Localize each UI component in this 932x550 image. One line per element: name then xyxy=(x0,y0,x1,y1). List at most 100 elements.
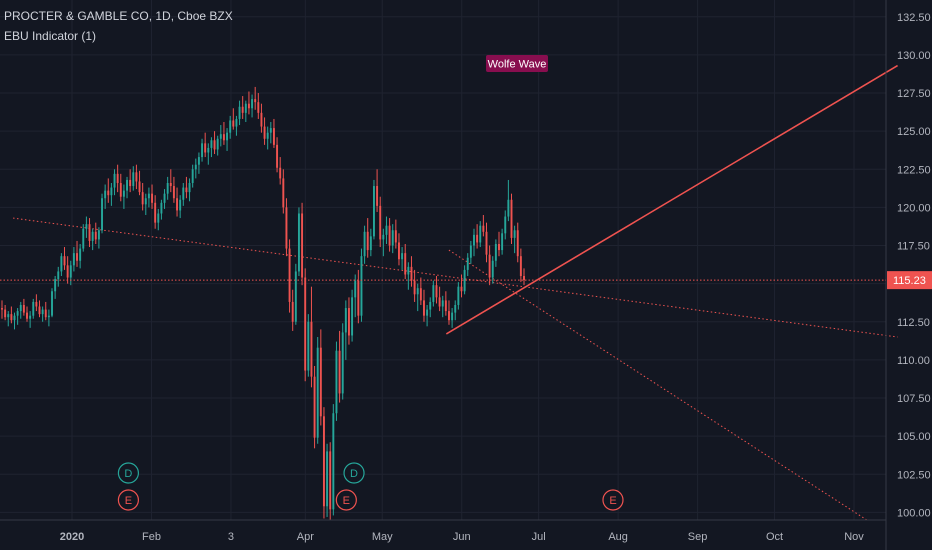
price-tick-label: 125.00 xyxy=(897,126,931,138)
candle xyxy=(347,297,350,345)
time-tick-label: May xyxy=(372,531,393,543)
price-tick-label: 120.00 xyxy=(897,202,931,214)
candle xyxy=(498,231,500,257)
candle xyxy=(482,215,485,237)
candle-body xyxy=(444,300,447,312)
candle-body xyxy=(426,309,429,316)
candle-body xyxy=(482,225,485,232)
candle-body xyxy=(366,231,369,251)
candle xyxy=(466,253,469,277)
last-price-label: 115.23 xyxy=(893,275,926,287)
candle xyxy=(429,297,432,318)
candle xyxy=(79,243,82,269)
candle xyxy=(419,277,422,305)
time-axis[interactable]: 2020 Feb 3 Apr May Jun Jul Aug Sep Oct Nov xyxy=(60,531,865,543)
candle xyxy=(204,132,207,158)
candle-body xyxy=(66,265,69,278)
event-marker-d[interactable]: D xyxy=(343,462,365,484)
candle xyxy=(122,184,125,209)
candle-body xyxy=(463,269,466,292)
candlestick-series xyxy=(1,86,525,520)
candle xyxy=(69,260,72,286)
event-marker-e[interactable]: E xyxy=(335,489,357,511)
candle xyxy=(413,269,416,302)
candle-body xyxy=(272,128,275,145)
candle-body xyxy=(104,190,107,199)
time-tick-label: Apr xyxy=(297,531,314,543)
candle-body xyxy=(322,416,325,507)
candle-body xyxy=(357,280,360,316)
candle xyxy=(241,96,244,119)
candle-body xyxy=(210,140,213,148)
candle xyxy=(376,169,379,212)
candle xyxy=(32,298,35,319)
candle-body xyxy=(7,314,10,318)
candle-body xyxy=(466,257,469,270)
candle xyxy=(423,289,425,322)
candle xyxy=(72,247,75,272)
candle xyxy=(319,329,322,426)
candle-body xyxy=(88,224,91,241)
candle xyxy=(322,407,325,519)
candle-body xyxy=(235,118,238,127)
candle-body xyxy=(82,228,85,249)
candle-body xyxy=(172,186,175,199)
candle-body xyxy=(216,138,219,150)
candle xyxy=(35,294,38,312)
candle xyxy=(41,306,44,322)
candle-body xyxy=(507,199,510,217)
event-marker-d[interactable]: D xyxy=(117,462,140,484)
event-marker-e[interactable]: E xyxy=(117,489,140,511)
indicator-legend[interactable]: EBU Indicator (1) xyxy=(4,29,97,43)
candle-body xyxy=(485,231,488,255)
candle xyxy=(369,228,372,257)
candle-body xyxy=(329,451,332,510)
candle xyxy=(129,169,132,193)
candle xyxy=(460,274,463,298)
event-marker-circle xyxy=(335,489,357,511)
event-marker-label: E xyxy=(125,495,132,507)
candle xyxy=(4,304,7,321)
candle xyxy=(329,442,332,520)
candle xyxy=(263,117,266,145)
candle-body xyxy=(63,256,66,266)
candle-body xyxy=(441,300,444,307)
event-marker-label: E xyxy=(343,495,350,507)
candle-body xyxy=(76,253,78,261)
candle xyxy=(247,91,250,115)
candle-body xyxy=(229,120,232,133)
candle-body xyxy=(57,271,60,280)
candle-body xyxy=(254,99,257,103)
candle xyxy=(504,210,507,240)
candle-body xyxy=(369,236,372,251)
candle-body xyxy=(119,182,122,197)
trendline-3[interactable] xyxy=(445,64,898,335)
candle-body xyxy=(326,451,329,507)
wolfe-wave-annotation[interactable]: Wolfe Wave xyxy=(486,55,548,72)
event-marker-circle xyxy=(343,462,365,484)
candle-body xyxy=(316,347,319,438)
price-axis[interactable]: 132.50 130.00 127.50 125.00 122.50 120.00 117.… xyxy=(897,12,931,520)
price-tick-label: 107.50 xyxy=(897,393,931,405)
candle xyxy=(379,196,382,248)
candle-body xyxy=(338,350,341,394)
candle-body xyxy=(313,376,316,438)
candle xyxy=(385,216,388,244)
candle-body xyxy=(469,245,472,258)
price-tick-label: 110.00 xyxy=(897,355,930,367)
candle xyxy=(216,135,219,156)
trendline-2[interactable] xyxy=(448,249,868,521)
candle-body xyxy=(454,304,457,313)
trendline-1[interactable] xyxy=(12,217,898,338)
candle-body xyxy=(101,198,103,231)
event-marker-e[interactable]: E xyxy=(602,489,624,511)
candle-body xyxy=(29,315,32,319)
candle-body xyxy=(372,186,375,237)
candle xyxy=(357,269,360,324)
candle xyxy=(494,239,497,267)
candle-body xyxy=(185,187,188,193)
candle xyxy=(172,176,175,203)
candle-body xyxy=(416,288,419,295)
